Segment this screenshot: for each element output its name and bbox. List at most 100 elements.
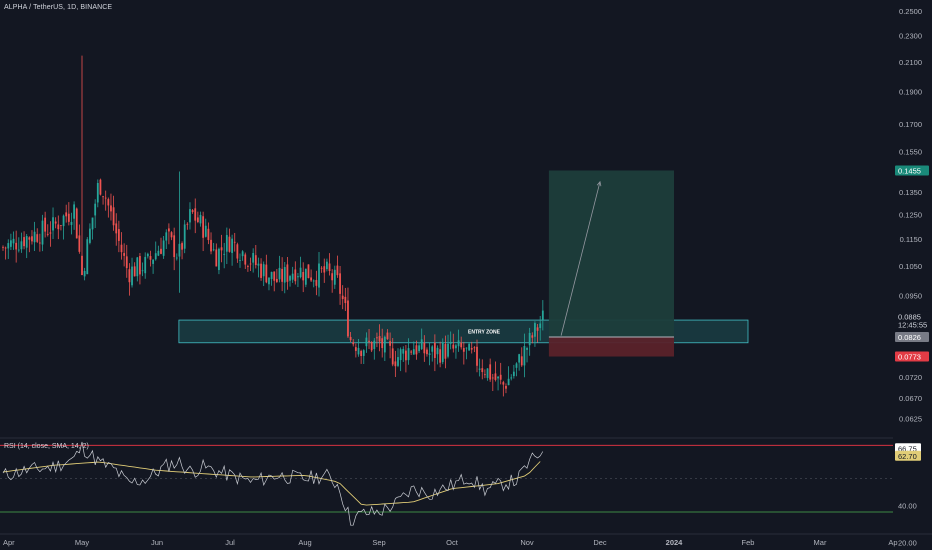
candle-body[interactable] bbox=[468, 343, 470, 351]
candle-body[interactable] bbox=[139, 256, 141, 275]
candle-body[interactable] bbox=[420, 339, 423, 350]
candle-body[interactable] bbox=[352, 342, 355, 345]
candle-body[interactable] bbox=[186, 223, 189, 225]
candle-body[interactable] bbox=[81, 255, 83, 276]
candle-body[interactable] bbox=[204, 225, 207, 237]
candle-body[interactable] bbox=[252, 252, 255, 263]
candle-body[interactable] bbox=[373, 340, 376, 350]
candle-body[interactable] bbox=[423, 342, 426, 354]
candle-body[interactable] bbox=[383, 336, 386, 353]
candle-body[interactable] bbox=[160, 248, 162, 254]
candle-body[interactable] bbox=[428, 353, 431, 355]
candle-body[interactable] bbox=[131, 266, 133, 286]
candle-body[interactable] bbox=[515, 363, 518, 368]
candle-body[interactable] bbox=[502, 382, 505, 385]
candle-body[interactable] bbox=[297, 276, 299, 278]
candle-body[interactable] bbox=[494, 373, 497, 380]
candle-body[interactable] bbox=[4, 247, 7, 249]
candle-body[interactable] bbox=[283, 267, 286, 283]
candle-body[interactable] bbox=[181, 243, 183, 250]
candle-body[interactable] bbox=[481, 368, 484, 373]
candle-body[interactable] bbox=[207, 228, 210, 241]
stop-loss-zone[interactable] bbox=[548, 337, 674, 357]
candle-body[interactable] bbox=[357, 347, 360, 355]
candle-body[interactable] bbox=[223, 253, 226, 255]
candle-body[interactable] bbox=[354, 347, 357, 351]
candle-body[interactable] bbox=[70, 221, 73, 225]
candle-body[interactable] bbox=[125, 256, 128, 269]
candle-body[interactable] bbox=[173, 235, 176, 258]
candle-body[interactable] bbox=[157, 250, 160, 256]
candle-body[interactable] bbox=[460, 342, 463, 348]
candle-body[interactable] bbox=[189, 209, 191, 223]
candle-body[interactable] bbox=[165, 232, 168, 241]
candle-body[interactable] bbox=[128, 269, 131, 283]
candle-body[interactable] bbox=[268, 277, 270, 285]
candle-body[interactable] bbox=[349, 336, 352, 341]
candle-body[interactable] bbox=[99, 179, 102, 195]
candle-body[interactable] bbox=[15, 242, 18, 250]
candle-body[interactable] bbox=[491, 377, 494, 379]
candle-body[interactable] bbox=[170, 232, 173, 238]
candle-body[interactable] bbox=[526, 348, 528, 350]
candle-body[interactable] bbox=[44, 217, 47, 232]
candle-body[interactable] bbox=[339, 273, 341, 294]
candle-body[interactable] bbox=[236, 244, 239, 259]
candle-body[interactable] bbox=[441, 342, 444, 363]
candle-body[interactable] bbox=[389, 341, 391, 346]
candle-body[interactable] bbox=[431, 346, 434, 352]
candle-body[interactable] bbox=[323, 266, 326, 273]
candle-body[interactable] bbox=[499, 374, 502, 380]
candle-body[interactable] bbox=[397, 357, 399, 366]
candle-body[interactable] bbox=[486, 368, 489, 378]
candle-body[interactable] bbox=[112, 207, 115, 226]
candle-body[interactable] bbox=[307, 264, 310, 279]
candle-body[interactable] bbox=[344, 296, 347, 304]
candle-body[interactable] bbox=[412, 349, 415, 355]
candle-body[interactable] bbox=[376, 337, 378, 339]
candle-body[interactable] bbox=[94, 203, 97, 216]
candle-body[interactable] bbox=[249, 263, 252, 265]
candle-body[interactable] bbox=[536, 327, 539, 331]
candle-body[interactable] bbox=[257, 263, 260, 266]
candle-body[interactable] bbox=[328, 263, 331, 272]
candle-body[interactable] bbox=[368, 340, 370, 342]
candle-body[interactable] bbox=[415, 345, 418, 355]
candle-body[interactable] bbox=[215, 249, 218, 267]
candle-body[interactable] bbox=[399, 349, 402, 361]
candle-body[interactable] bbox=[52, 217, 54, 231]
candle-body[interactable] bbox=[318, 263, 320, 288]
candle-body[interactable] bbox=[294, 269, 297, 282]
candle-body[interactable] bbox=[273, 271, 276, 281]
candle-body[interactable] bbox=[484, 374, 486, 376]
candle-body[interactable] bbox=[289, 276, 291, 281]
candle-body[interactable] bbox=[489, 364, 492, 380]
candle-body[interactable] bbox=[539, 323, 542, 329]
candle-body[interactable] bbox=[505, 385, 507, 389]
candle-body[interactable] bbox=[360, 350, 363, 357]
candle-body[interactable] bbox=[449, 341, 452, 344]
candle-body[interactable] bbox=[439, 349, 442, 363]
candle-body[interactable] bbox=[218, 248, 220, 271]
candle-body[interactable] bbox=[291, 273, 294, 280]
candle-body[interactable] bbox=[528, 332, 531, 346]
candle-body[interactable] bbox=[141, 270, 144, 272]
candle-body[interactable] bbox=[320, 267, 323, 269]
candle-body[interactable] bbox=[381, 338, 384, 349]
candle-body[interactable] bbox=[10, 240, 12, 247]
candle-body[interactable] bbox=[117, 229, 120, 241]
candle-body[interactable] bbox=[115, 223, 118, 234]
candle-body[interactable] bbox=[410, 351, 413, 353]
candle-body[interactable] bbox=[370, 342, 373, 351]
candle-body[interactable] bbox=[89, 228, 91, 243]
candle-body[interactable] bbox=[110, 205, 112, 212]
candle-body[interactable] bbox=[512, 371, 515, 377]
candle-body[interactable] bbox=[386, 332, 389, 340]
candle-body[interactable] bbox=[107, 199, 110, 206]
candle-body[interactable] bbox=[426, 349, 428, 355]
candle-body[interactable] bbox=[123, 253, 126, 256]
candle-body[interactable] bbox=[46, 233, 49, 235]
candle-body[interactable] bbox=[262, 264, 265, 277]
candle-body[interactable] bbox=[473, 347, 476, 349]
candle-body[interactable] bbox=[83, 270, 86, 277]
